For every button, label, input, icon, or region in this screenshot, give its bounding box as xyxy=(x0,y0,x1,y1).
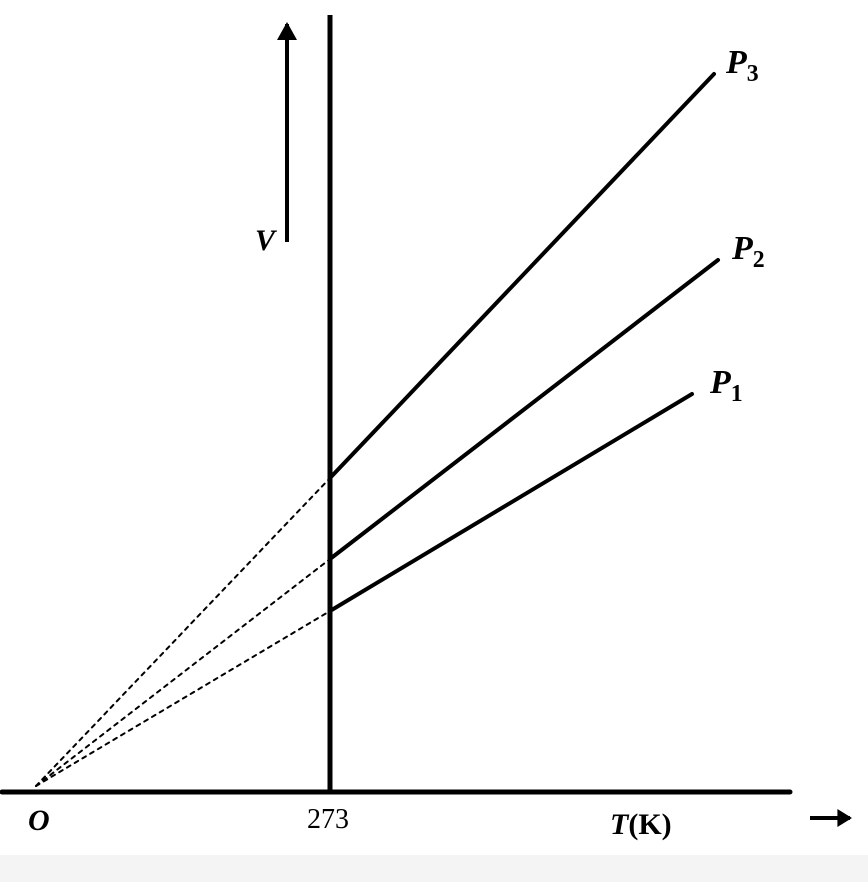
series-label-p3-main: P xyxy=(726,44,747,81)
x-axis-label-unit: (K) xyxy=(628,808,671,841)
y-axis-label: V xyxy=(255,224,275,258)
x-tick-label: 273 xyxy=(307,804,349,836)
series-label-p1: P1 xyxy=(710,364,743,408)
series-label-p1-sub: 1 xyxy=(731,381,743,407)
x-axis-label-var: T xyxy=(610,808,628,841)
series-label-p3-sub: 3 xyxy=(747,61,759,87)
vt-chart: O V 273 T(K) P3 P2 P1 xyxy=(0,0,868,882)
series-label-p3: P3 xyxy=(726,44,759,88)
x-axis-label: T(K) xyxy=(610,808,672,842)
series-label-p1-main: P xyxy=(710,364,731,401)
series-label-p2-sub: 2 xyxy=(753,247,765,273)
series-label-p2: P2 xyxy=(732,230,765,274)
origin-label: O xyxy=(28,804,50,838)
series-label-p2-main: P xyxy=(732,230,753,267)
chart-svg xyxy=(0,0,868,882)
